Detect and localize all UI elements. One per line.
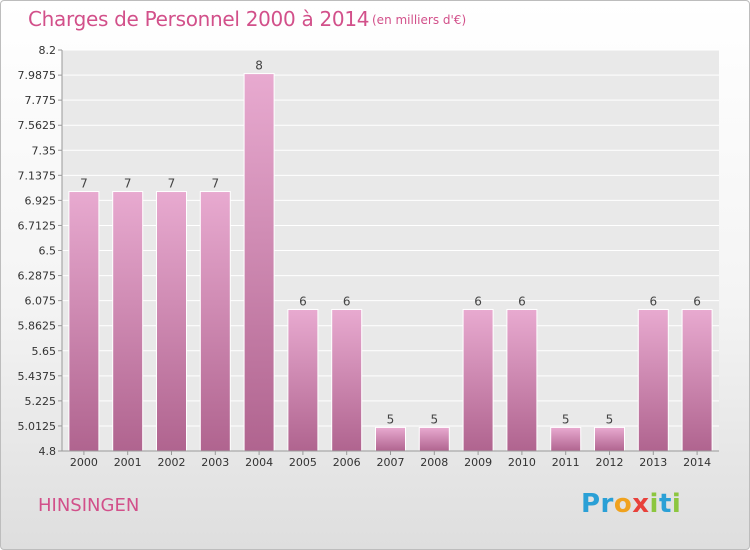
x-tick-label-2011: 2011 [552,456,580,469]
bar-2006 [331,308,363,452]
x-tick-label-2012: 2012 [596,456,624,469]
data-label-2001: 7 [124,177,132,191]
x-tick-label-2013: 2013 [639,456,667,469]
data-label-2011: 5 [562,412,570,426]
y-tick-label: 7.9875 [18,69,57,82]
data-label-2007: 5 [387,412,395,426]
bar-2014 [681,308,713,452]
data-labels: 7 7 7 7 8 6 6 5 5 6 6 5 5 6 6 [80,59,701,427]
y-tick-label: 5.225 [25,395,57,408]
y-tick-label: 5.65 [32,345,57,358]
x-tick-label-2002: 2002 [158,456,186,469]
y-tick-label: 8.2 [39,44,57,57]
y-tick-label: 5.0125 [18,420,57,433]
commune-name: HINSINGEN [38,495,140,516]
axes: 8.2 7.9875 7.775 7.5625 7.35 7.1375 6.925 6.712… [18,44,719,469]
x-tick-label-2005: 2005 [289,456,317,469]
y-tick-label: 7.1375 [18,169,57,182]
x-tick-label-2010: 2010 [508,456,536,469]
proxiti-logo[interactable]: Proxiti [581,489,682,519]
y-tick-label: 6.2875 [18,270,57,283]
chart-title: Charges de Personnel 2000 à 2014 [28,7,370,31]
x-tick-label-2000: 2000 [70,456,98,469]
data-label-2009: 6 [474,294,482,308]
bar-2012 [594,426,625,452]
bar-2005 [287,308,319,452]
chart-subtitle: (en milliers d'€) [372,13,467,27]
data-label-2008: 5 [430,412,438,426]
x-tick-label-2004: 2004 [245,456,273,469]
data-label-2012: 5 [606,412,614,426]
y-tick-label: 6.7125 [18,219,57,232]
data-label-2003: 7 [211,177,219,191]
x-tick-label-2001: 2001 [114,456,142,469]
bars [68,73,713,452]
bar-2009 [462,308,494,452]
y-tick-label: 6.925 [25,194,57,207]
x-tick-label-2003: 2003 [201,456,229,469]
bar-2004 [243,73,275,452]
y-tick-label: 6.5 [39,245,57,258]
data-label-2004: 8 [255,59,263,73]
data-label-2013: 6 [649,294,657,308]
bar-2001 [112,191,144,452]
y-tick-label: 4.8 [39,445,57,458]
bar-2002 [156,191,187,452]
data-label-2000: 7 [80,177,88,191]
x-tick-label-2008: 2008 [420,456,448,469]
y-tick-label: 7.775 [25,94,57,107]
data-label-2010: 6 [518,294,526,308]
data-label-2005: 6 [299,294,307,308]
y-tick-label: 7.35 [32,144,57,157]
bar-2000 [68,191,100,452]
bar-2007 [375,426,406,452]
bar-2011 [550,426,582,452]
bar-2003 [199,191,231,452]
x-tick-label-2014: 2014 [683,456,711,469]
y-tick-label: 5.4375 [18,370,57,383]
y-tick-label: 6.075 [25,295,57,308]
y-tick-label: 5.8625 [18,320,57,333]
x-tick-label-2006: 2006 [333,456,361,469]
y-tick-label: 7.5625 [18,119,57,132]
bar-2008 [418,426,450,452]
data-label-2006: 6 [343,294,351,308]
bar-2013 [637,308,669,452]
bar-2010 [506,308,538,452]
data-label-2014: 6 [693,294,701,308]
x-tick-label-2007: 2007 [377,456,405,469]
data-label-2002: 7 [168,177,176,191]
x-tick-label-2009: 2009 [464,456,492,469]
